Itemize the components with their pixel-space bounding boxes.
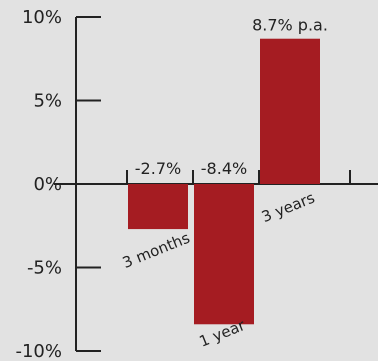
category-label: 3 years [259,189,317,227]
y-tick-label: 0% [33,174,62,195]
bar [260,38,320,185]
y-tick-label: -10% [15,341,62,361]
category-label: 3 months [120,229,193,272]
y-tick-label: 5% [33,91,62,112]
data-labels: -2.7% -8.4% 8.7% p.a. [135,16,328,178]
bar [128,184,188,230]
data-label: -2.7% [135,159,181,178]
y-tick-label: -5% [27,258,62,279]
y-tick-label: 10% [22,7,62,28]
bar [194,184,254,325]
data-label: -8.4% [201,159,247,178]
bars [128,38,320,325]
y-axis-ticks: 10% 5% 0% -5% -10% [15,7,101,361]
data-label: 8.7% p.a. [252,16,328,35]
